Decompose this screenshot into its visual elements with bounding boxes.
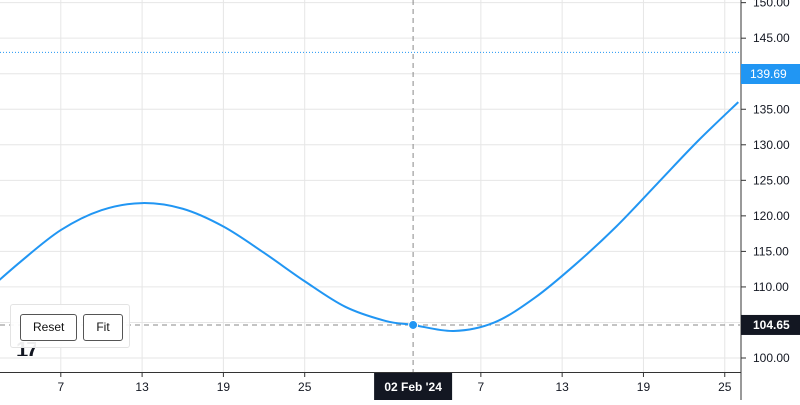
x-tick-label: 19 [637, 380, 651, 394]
x-tick-label: 7 [478, 380, 485, 394]
y-tick-label: 125.00 [753, 173, 790, 187]
x-tick-label: 7 [57, 380, 64, 394]
y-tick-label: 130.00 [753, 138, 790, 152]
y-tick-label: 100.00 [753, 351, 790, 365]
axis-labels: 100.00105.00110.00115.00120.00125.00130.… [57, 0, 800, 400]
y-tick-label: 120.00 [753, 209, 790, 223]
crosshair-x-label-bg [374, 373, 453, 400]
grid [0, 0, 740, 372]
crosshair-marker [408, 319, 419, 330]
crosshair [0, 0, 740, 372]
x-tick-label: 13 [555, 380, 569, 394]
series-layer [0, 101, 739, 332]
crosshair-y-label: 104.65 [753, 318, 790, 332]
chart-controls: Reset Fit [10, 304, 130, 348]
y-tick-label: 135.00 [753, 102, 790, 116]
y-tick-label: 115.00 [753, 244, 789, 258]
crosshair-x-label: 02 Feb '24 [384, 380, 442, 394]
crosshair-y-label-bg [741, 314, 800, 335]
x-tick-label: 25 [298, 380, 312, 394]
series-line [0, 101, 739, 332]
x-tick-label: 19 [217, 380, 231, 394]
fit-button[interactable]: Fit [83, 314, 123, 341]
y-tick-label: 145.00 [753, 31, 790, 45]
x-tick-label: 25 [718, 380, 732, 394]
y-tick-label: 110.00 [753, 280, 789, 294]
last-value-label-bg [741, 64, 800, 84]
last-value-label: 139.69 [750, 67, 787, 81]
x-tick-label: 13 [135, 380, 149, 394]
y-tick-label: 150.00 [753, 0, 790, 10]
reset-button[interactable]: Reset [20, 314, 77, 341]
